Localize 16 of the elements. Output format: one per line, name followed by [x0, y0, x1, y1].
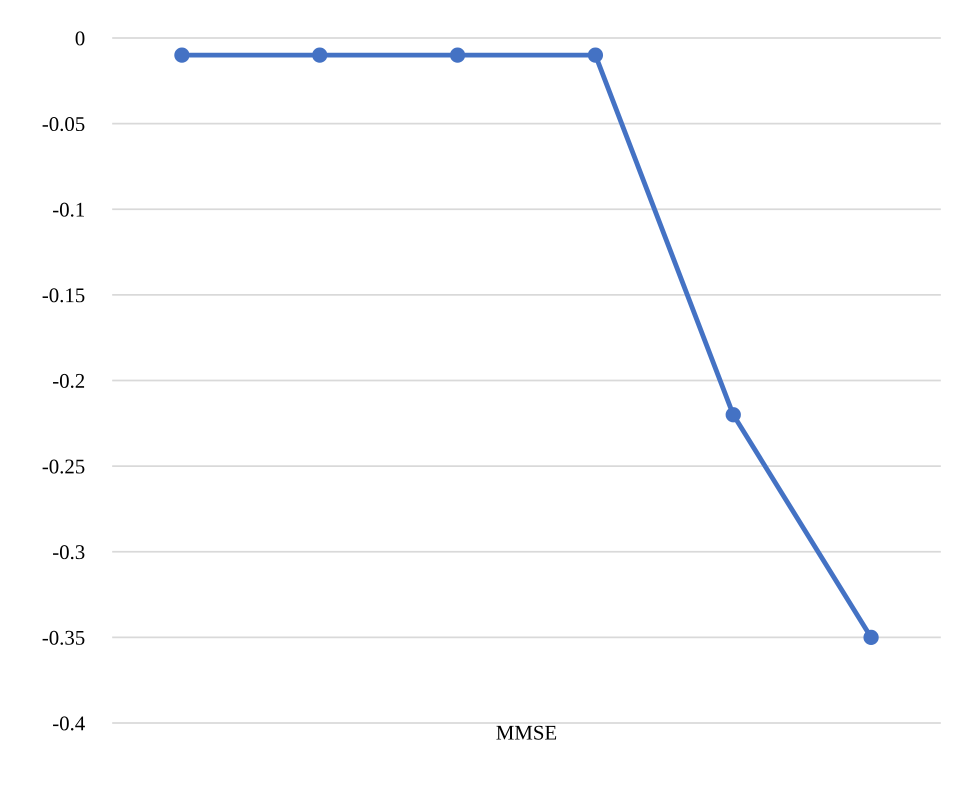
y-tick-label: -0.1 [53, 202, 84, 217]
y-tick-label: -0.05 [42, 117, 84, 132]
x-axis-title: MMSE [496, 726, 556, 740]
point [450, 47, 466, 63]
point [863, 630, 879, 646]
point [174, 47, 190, 63]
point [312, 47, 328, 63]
y-tick-label: -0.2 [53, 374, 84, 388]
y-tick-label: -0.35 [42, 630, 84, 645]
y-tick-label: -0.3 [53, 545, 84, 560]
y-tick-label: -0.4 [53, 716, 85, 731]
point [726, 407, 741, 422]
point [588, 47, 604, 63]
y-tick-label: -0.25 [42, 460, 84, 474]
y-tick-label: 0 [76, 31, 84, 46]
y-tick-label: -0.15 [42, 288, 84, 302]
